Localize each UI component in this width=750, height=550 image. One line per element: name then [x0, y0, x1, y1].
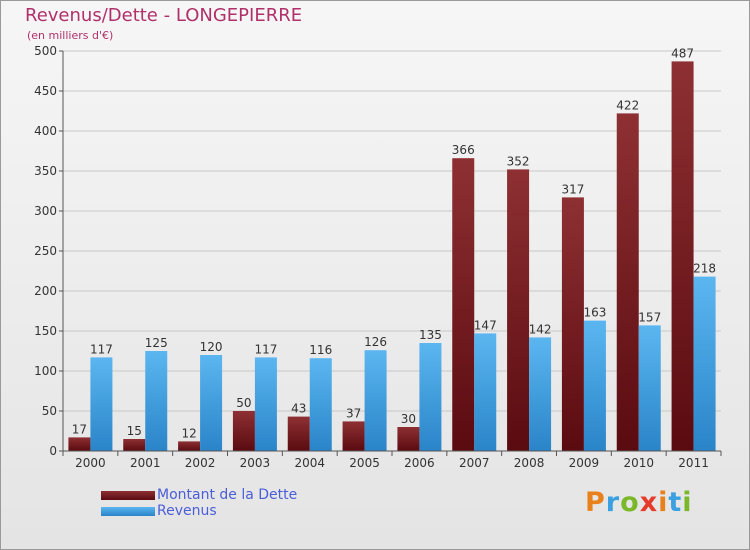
logo-letter: t [668, 487, 683, 518]
data-label-revenus: 135 [419, 328, 442, 342]
y-tick-label: 250 [34, 244, 57, 258]
x-tick-label: 2002 [185, 456, 216, 470]
data-label-revenus: 163 [583, 306, 606, 320]
bar-debt [68, 437, 91, 451]
data-label-debt: 30 [401, 412, 416, 426]
logo-letter: i [682, 487, 693, 518]
data-label-debt: 43 [291, 402, 306, 416]
bar-revenus [474, 333, 497, 451]
y-tick-label: 450 [34, 84, 57, 98]
data-label-debt: 37 [346, 406, 361, 420]
data-label-debt: 15 [127, 424, 142, 438]
y-tick-label: 100 [34, 364, 57, 378]
bar-revenus [529, 337, 552, 451]
logo-letter: o [620, 487, 640, 518]
data-label-debt: 317 [561, 182, 584, 196]
bar-debt [232, 411, 255, 451]
x-tick-label: 2011 [678, 456, 709, 470]
bar-debt [671, 61, 694, 452]
bar-revenus [638, 325, 661, 451]
y-tick-label: 400 [34, 124, 57, 138]
bar-revenus [419, 343, 442, 451]
y-tick-label: 200 [34, 284, 57, 298]
logo-letter: P [585, 487, 606, 518]
data-label-revenus: 157 [638, 310, 661, 324]
y-tick-label: 300 [34, 204, 57, 218]
bar-debt [616, 113, 639, 452]
bar-debt [452, 158, 475, 451]
x-tick-label: 2009 [569, 456, 600, 470]
legend-label-debt: Montant de la Dette [157, 487, 298, 503]
x-tick-label: 2004 [294, 456, 325, 470]
proxiti-logo: Proxiti [585, 487, 693, 518]
y-tick-label: 50 [42, 404, 57, 418]
y-tick-label: 0 [49, 444, 57, 458]
y-tick-label: 150 [34, 324, 57, 338]
bar-debt [397, 427, 420, 451]
data-label-debt: 487 [671, 46, 694, 60]
data-label-revenus: 117 [90, 342, 113, 356]
data-label-debt: 422 [616, 98, 639, 112]
legend-item-debt: Montant de la Dette [101, 487, 297, 503]
bar-debt [507, 169, 530, 451]
legend-swatch-debt [101, 490, 155, 500]
x-tick-label: 2003 [240, 456, 271, 470]
bar-revenus [200, 355, 223, 451]
x-tick-label: 2001 [130, 456, 161, 470]
bar-revenus [309, 358, 332, 451]
data-label-debt: 366 [452, 143, 475, 157]
bar-revenus [90, 357, 113, 451]
bar-revenus [254, 357, 277, 451]
data-label-revenus: 120 [200, 340, 223, 354]
data-label-revenus: 126 [364, 335, 387, 349]
y-tick-label: 500 [34, 44, 57, 58]
bar-revenus [364, 350, 387, 451]
logo-letter: x [639, 487, 659, 518]
legend-label-revenus: Revenus [157, 503, 217, 519]
x-tick-label: 2006 [404, 456, 435, 470]
legend-swatch-revenus [101, 506, 155, 516]
bar-revenus [145, 351, 168, 451]
x-tick-label: 2005 [349, 456, 380, 470]
data-label-revenus: 117 [254, 342, 277, 356]
data-label-debt: 50 [236, 396, 251, 410]
x-tick-label: 2008 [514, 456, 545, 470]
data-label-debt: 17 [72, 422, 87, 436]
legend: Montant de la Dette Revenus [101, 487, 297, 519]
data-label-revenus: 142 [529, 322, 552, 336]
data-label-revenus: 125 [145, 336, 168, 350]
bar-debt [287, 416, 310, 451]
logo-letter: i [658, 487, 669, 518]
bar-revenus [693, 276, 716, 451]
logo-letter: r [605, 487, 621, 518]
data-label-debt: 352 [507, 154, 530, 168]
x-tick-label: 2010 [623, 456, 654, 470]
bar-debt [178, 441, 201, 451]
chart-subtitle: (en milliers d'€) [27, 29, 114, 42]
x-tick-label: 2007 [459, 456, 490, 470]
bar-debt [123, 439, 146, 451]
data-label-debt: 12 [181, 426, 196, 440]
bar-revenus [583, 320, 606, 451]
data-label-revenus: 218 [693, 262, 716, 276]
data-label-revenus: 116 [309, 343, 332, 357]
data-label-revenus: 147 [474, 318, 497, 332]
bar-debt [561, 197, 584, 451]
chart-title: Revenus/Dette - LONGEPIERRE [25, 5, 303, 26]
x-tick-label: 2000 [75, 456, 106, 470]
y-tick-label: 350 [34, 164, 57, 178]
legend-item-revenus: Revenus [101, 503, 297, 519]
bar-debt [342, 421, 365, 451]
